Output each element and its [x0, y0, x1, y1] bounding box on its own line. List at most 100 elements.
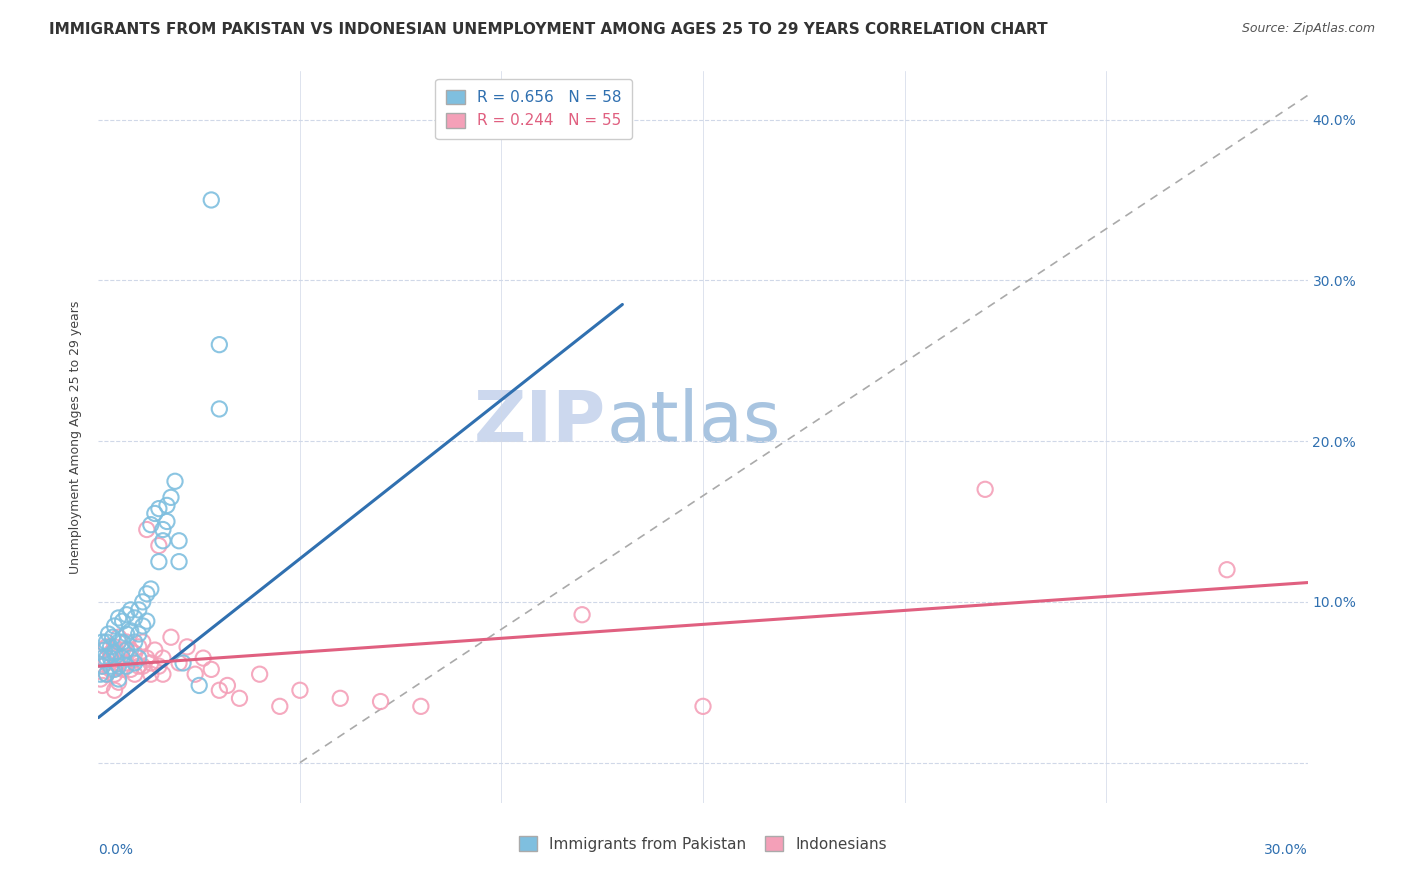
Point [148, 555, 170, 569]
Point [148, 659, 170, 673]
Point [148, 501, 170, 516]
Point [103, 683, 125, 698]
Point [128, 627, 150, 641]
Point [249, 667, 271, 681]
Point [152, 667, 174, 681]
Point [124, 635, 146, 649]
Point [132, 635, 155, 649]
Point [139, 582, 162, 596]
Point [96, 640, 118, 654]
Point [269, 699, 291, 714]
Point [160, 630, 183, 644]
Point [115, 607, 138, 622]
Point [107, 611, 129, 625]
Point [160, 491, 183, 505]
Point [96, 667, 118, 681]
Point [152, 651, 174, 665]
Point [96, 635, 118, 649]
Point [172, 656, 194, 670]
Point [208, 683, 231, 698]
Point [120, 624, 142, 638]
Point [91, 659, 114, 673]
Point [156, 515, 179, 529]
Point [208, 401, 231, 416]
Point [89, 667, 111, 681]
Point [135, 587, 157, 601]
Text: atlas: atlas [606, 388, 780, 457]
Point [167, 555, 190, 569]
Point [96, 667, 118, 681]
Point [107, 675, 129, 690]
Point [217, 678, 239, 692]
Point [124, 611, 146, 625]
Point [91, 651, 114, 665]
Point [91, 635, 114, 649]
Point [111, 635, 134, 649]
Point [1216, 563, 1239, 577]
Point [135, 614, 157, 628]
Point [120, 662, 142, 676]
Point [91, 643, 114, 657]
Point [128, 659, 150, 673]
Point [111, 643, 134, 657]
Point [128, 640, 150, 654]
Point [124, 667, 146, 681]
Y-axis label: Unemployment Among Ages 25 to 29 years: Unemployment Among Ages 25 to 29 years [69, 301, 83, 574]
Point [93, 643, 115, 657]
Point [91, 678, 114, 692]
Point [120, 643, 142, 657]
Point [103, 667, 125, 681]
Point [193, 651, 215, 665]
Point [103, 662, 125, 676]
Text: 30.0%: 30.0% [1264, 843, 1308, 857]
Point [329, 691, 352, 706]
Point [167, 656, 190, 670]
Point [143, 643, 166, 657]
Point [139, 667, 162, 681]
Point [115, 627, 138, 641]
Point [228, 691, 250, 706]
Point [184, 667, 207, 681]
Point [124, 656, 146, 670]
Point [152, 533, 174, 548]
Point [128, 603, 150, 617]
Point [107, 672, 129, 686]
Point [111, 651, 134, 665]
Point [176, 640, 198, 654]
Point [120, 651, 142, 665]
Point [96, 656, 118, 670]
Point [103, 646, 125, 660]
Point [107, 659, 129, 673]
Point [188, 678, 211, 692]
Point [101, 630, 124, 644]
Point [100, 659, 122, 673]
Point [571, 607, 593, 622]
Text: Source: ZipAtlas.com: Source: ZipAtlas.com [1241, 22, 1375, 36]
Point [139, 656, 162, 670]
Point [200, 662, 222, 676]
Point [152, 523, 174, 537]
Point [132, 619, 155, 633]
Point [115, 635, 138, 649]
Point [409, 699, 432, 714]
Point [132, 595, 155, 609]
Text: IMMIGRANTS FROM PAKISTAN VS INDONESIAN UNEMPLOYMENT AMONG AGES 25 TO 29 YEARS CO: IMMIGRANTS FROM PAKISTAN VS INDONESIAN U… [49, 22, 1047, 37]
Point [974, 483, 997, 497]
Point [115, 659, 138, 673]
Point [208, 337, 231, 351]
Point [115, 643, 138, 657]
Point [111, 614, 134, 628]
Point [111, 662, 134, 676]
Legend: Immigrants from Pakistan, Indonesians: Immigrants from Pakistan, Indonesians [510, 827, 896, 861]
Point [103, 640, 125, 654]
Point [100, 651, 122, 665]
Text: ZIP: ZIP [474, 388, 606, 457]
Point [163, 475, 186, 489]
Point [96, 651, 118, 665]
Point [100, 662, 122, 676]
Point [107, 630, 129, 644]
Point [97, 627, 120, 641]
Point [120, 603, 142, 617]
Point [288, 683, 311, 698]
Point [148, 539, 170, 553]
